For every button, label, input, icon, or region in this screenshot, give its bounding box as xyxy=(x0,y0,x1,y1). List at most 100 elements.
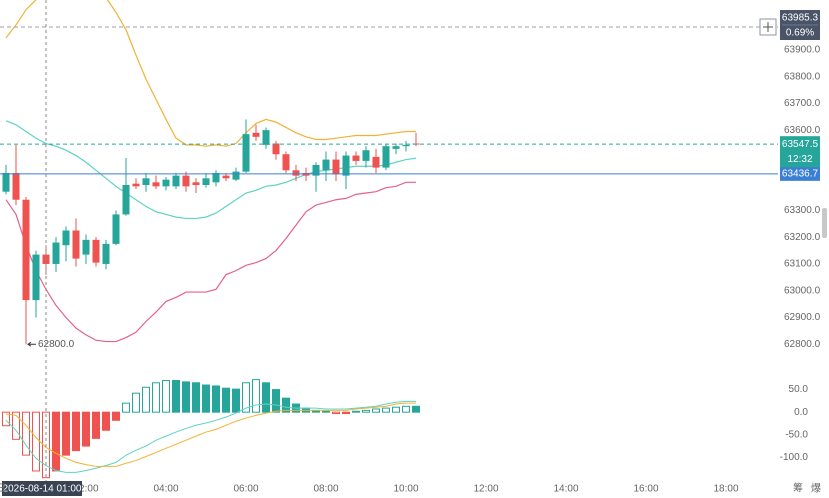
y-tick-label: 62800.0 xyxy=(784,339,821,350)
candle-body xyxy=(32,254,40,301)
macd-bar xyxy=(52,411,60,472)
candle-body xyxy=(132,183,140,187)
macd-bar xyxy=(282,397,290,413)
candle-body xyxy=(22,199,30,301)
candle-body xyxy=(162,179,170,187)
macd-bar xyxy=(262,382,270,413)
x-tick-label: 16:00 xyxy=(633,484,658,495)
band-lower xyxy=(5,181,416,343)
macd-bar xyxy=(62,411,70,456)
macd-bar xyxy=(82,411,90,447)
add-button[interactable] xyxy=(759,18,777,36)
macd-pane xyxy=(2,379,420,479)
macd-bar xyxy=(72,411,80,452)
candle-body xyxy=(52,242,60,264)
x-tick-label: 04:00 xyxy=(153,484,178,495)
x-tick-label: 06:00 xyxy=(233,484,258,495)
y-tick-label: 63700.0 xyxy=(784,98,821,109)
candle-body xyxy=(402,144,410,147)
macd-bar xyxy=(132,392,140,413)
macd-bar xyxy=(242,382,250,413)
candle-body xyxy=(82,239,90,255)
candle-body xyxy=(322,159,330,171)
x-tick-label: 18:00 xyxy=(713,484,738,495)
candle-body xyxy=(212,172,220,183)
change-label: 0.69% xyxy=(786,28,814,39)
macd-dif xyxy=(5,400,416,473)
candle-body xyxy=(272,143,280,155)
macd-bar xyxy=(152,382,160,413)
macd-bar xyxy=(392,406,400,413)
macd-bar xyxy=(362,409,370,413)
price-label: 63436.7 xyxy=(782,168,819,179)
macd-tick-label: -100.0 xyxy=(780,452,809,463)
candle-body xyxy=(252,132,260,137)
macd-bar xyxy=(402,405,410,413)
macd-bar xyxy=(212,385,220,413)
crosshair-box xyxy=(2,481,82,496)
macd-bar xyxy=(142,386,150,413)
candle-body xyxy=(372,156,380,168)
macd-bar xyxy=(92,411,100,439)
candle-body xyxy=(392,146,400,149)
toolbar-button[interactable]: 筹 xyxy=(793,482,803,495)
macd-dea xyxy=(5,402,416,467)
y-tick-label: 63900.0 xyxy=(784,44,821,55)
candle-body xyxy=(92,239,100,263)
macd-bar xyxy=(252,379,260,413)
x-tick-label: 02:00 xyxy=(73,484,98,495)
macd-bar xyxy=(172,380,180,413)
macd-bar xyxy=(182,381,190,413)
candle-body xyxy=(2,172,10,192)
low-label: 62800.0 xyxy=(38,339,75,350)
x-tick-label: 10:00 xyxy=(393,484,418,495)
price-pane xyxy=(2,0,420,345)
macd-tick-label: -50.0 xyxy=(785,429,808,440)
candle-body xyxy=(152,182,160,187)
candle-body xyxy=(282,154,290,171)
macd-bar xyxy=(12,411,20,440)
macd-bar xyxy=(22,411,30,456)
macd-bar xyxy=(342,411,350,415)
candle-body xyxy=(122,185,130,215)
candle-body xyxy=(12,172,20,200)
scrollbar[interactable] xyxy=(822,208,827,238)
candle-body xyxy=(172,175,180,187)
toolbar-left[interactable]: 日 xyxy=(0,484,6,495)
y-tick-label: 63300.0 xyxy=(784,205,821,216)
price-box xyxy=(780,136,820,168)
candle-body xyxy=(142,178,150,185)
macd-bar xyxy=(222,387,230,413)
price-label: 63547.5 xyxy=(782,139,819,150)
y-tick-label: 63800.0 xyxy=(784,71,821,82)
candle-body xyxy=(202,178,210,185)
macd-tick-label: 50.0 xyxy=(789,384,809,395)
macd-bar xyxy=(382,407,390,413)
macd-bar xyxy=(332,411,340,415)
candle-body xyxy=(312,164,320,176)
band-upper xyxy=(5,0,416,147)
candle-body xyxy=(112,214,120,244)
candle-body xyxy=(292,170,300,176)
candle-body xyxy=(242,134,250,172)
y-tick-label: 63000.0 xyxy=(784,285,821,296)
countdown-label: 12:32 xyxy=(787,154,812,165)
low-arrow xyxy=(27,341,36,347)
macd-bar xyxy=(32,411,40,472)
candle-body xyxy=(102,243,110,264)
price-box xyxy=(780,166,820,181)
macd-bar xyxy=(372,408,380,413)
candle-body xyxy=(232,171,240,180)
candle-body xyxy=(72,230,80,259)
candle-body xyxy=(222,175,230,179)
candle-body xyxy=(342,155,350,176)
macd-bar xyxy=(352,410,360,413)
y-tick-label: 63200.0 xyxy=(784,232,821,243)
x-tick-label: 08:00 xyxy=(313,484,338,495)
macd-bar xyxy=(162,380,170,413)
macd-bar xyxy=(272,389,280,413)
macd-bar xyxy=(232,388,240,413)
toolbar-button[interactable]: 爆 xyxy=(811,483,821,495)
macd-bar xyxy=(412,405,420,413)
